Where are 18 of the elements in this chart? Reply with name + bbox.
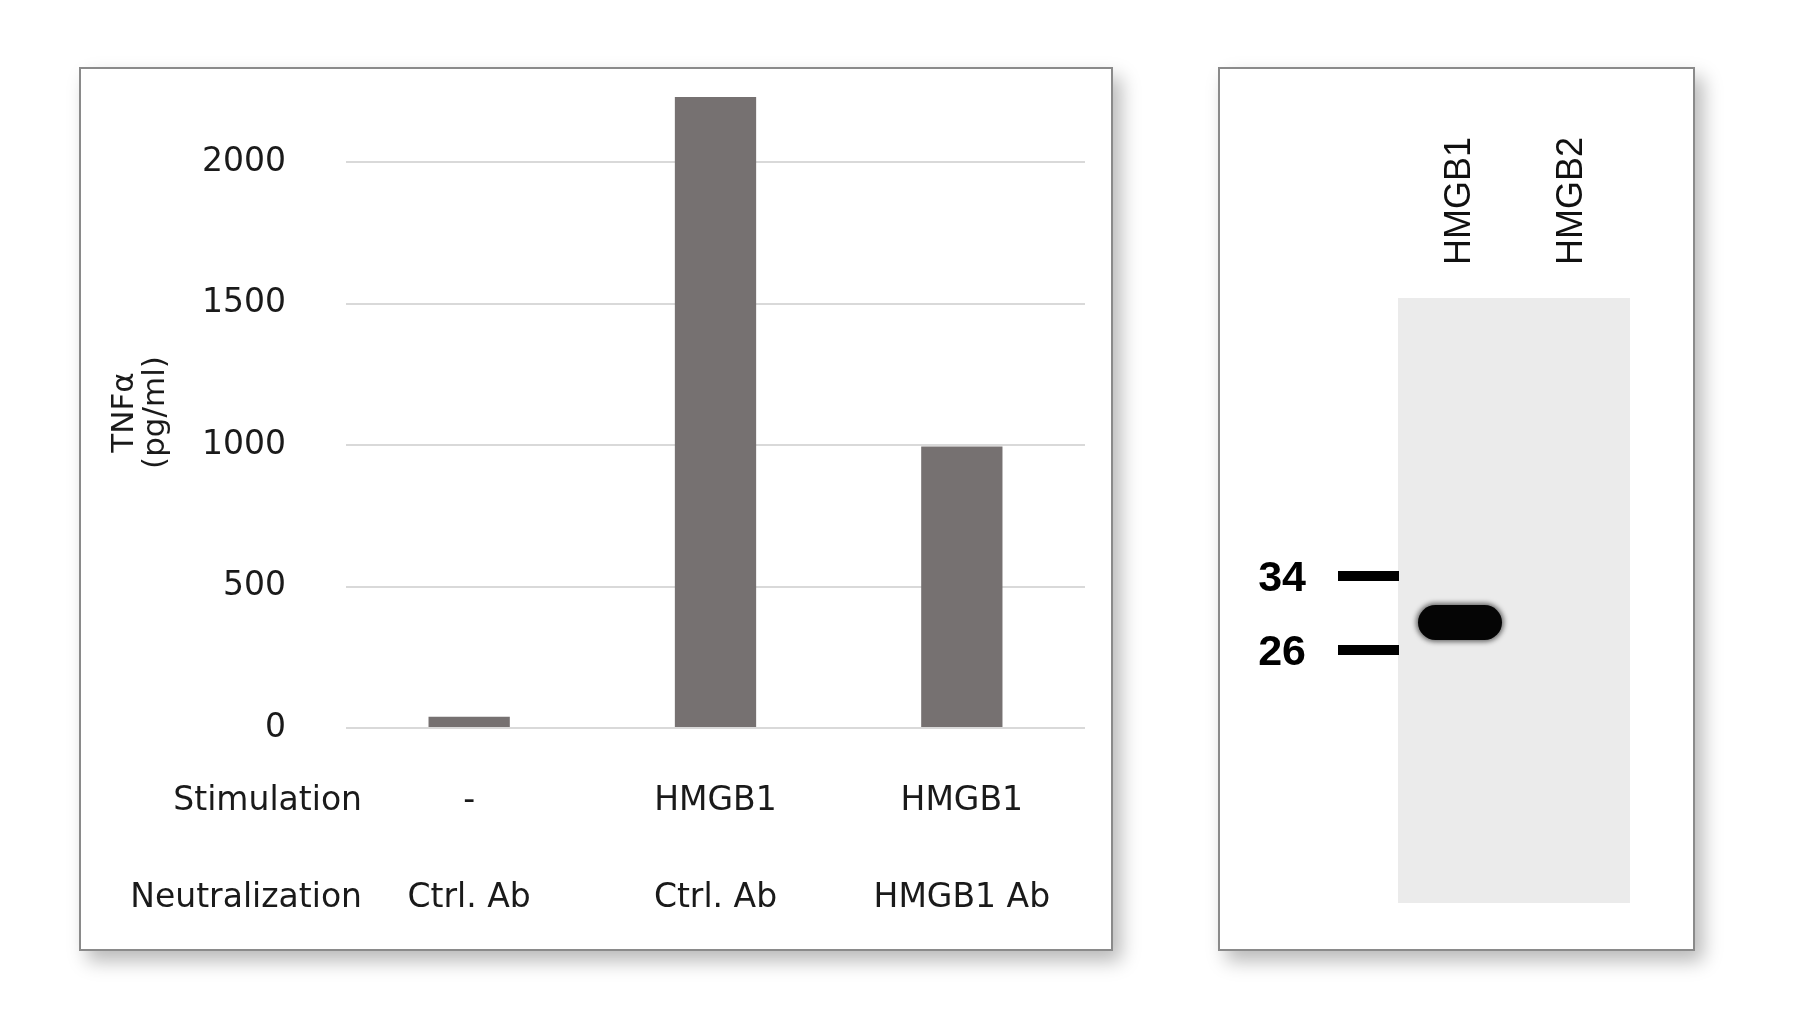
y-tick-label: 1500	[202, 281, 286, 321]
text: Neutralization	[130, 876, 362, 916]
category-label: HMGB2	[1549, 136, 1590, 265]
text: 26	[1258, 626, 1306, 674]
bar	[674, 97, 757, 727]
category-label: - Ctrl. Ab	[407, 779, 531, 916]
y-tick-label: 2000	[202, 139, 286, 179]
text: 34	[1258, 552, 1306, 600]
bar	[428, 716, 510, 727]
y-axis-title: TNFα (pg/ml)	[103, 356, 171, 469]
category-label: HMGB1 HMGB1 Ab	[873, 779, 1051, 916]
category-label: HMGB1 Ctrl. Ab	[653, 779, 778, 916]
y-tick-label: 500	[223, 564, 286, 604]
category-label: HMGB1	[1437, 136, 1478, 265]
bar	[921, 446, 1003, 727]
text: Stimulation	[173, 779, 362, 819]
y-tick-label: 0	[265, 705, 286, 745]
y-tick-label: 1000	[202, 422, 286, 462]
